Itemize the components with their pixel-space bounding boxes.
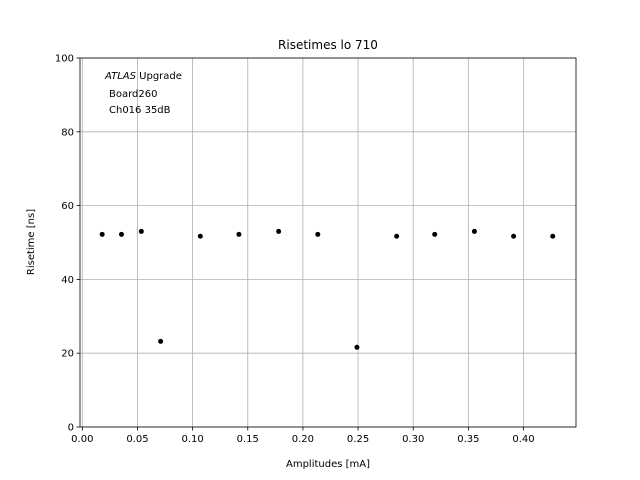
grid <box>80 57 576 428</box>
x-tick-label: 0.30 <box>402 434 424 445</box>
x-tick-label: 0.00 <box>71 434 93 445</box>
data-point <box>99 231 105 237</box>
data-point <box>158 338 164 344</box>
annotation-line-2: Board260 <box>109 89 157 100</box>
y-tick-label: 60 <box>61 201 74 212</box>
axis-ticks: 0.00 0.05 0.10 0.15 0.20 0.25 0.30 0.35 0.40 0 20 4… <box>55 54 535 446</box>
data-point <box>315 231 321 237</box>
data-point <box>511 233 517 239</box>
y-tick-label: 40 <box>61 275 74 286</box>
x-tick-label: 0.40 <box>512 434 534 445</box>
x-tick-label: 0.05 <box>126 434 148 445</box>
y-tick-label: 100 <box>55 54 74 65</box>
chart-title: Risetimes lo 710 <box>278 38 378 52</box>
y-tick-label: 20 <box>61 349 74 360</box>
annotation-atlas: ATLAS <box>104 71 137 82</box>
x-tick-label: 0.15 <box>237 434 259 445</box>
x-axis-label: Amplitudes [mA] <box>286 459 370 470</box>
annotation-line-3: Ch016 35dB <box>109 105 171 116</box>
data-point <box>394 233 400 239</box>
y-tick-label: 0 <box>68 423 74 434</box>
data-point <box>236 231 242 237</box>
annotation-upgrade: Upgrade <box>136 71 182 82</box>
data-point <box>432 231 438 237</box>
data-point <box>276 228 282 234</box>
data-point <box>197 233 203 239</box>
y-axis-label: Risetime [ns] <box>26 209 37 275</box>
x-tick-label: 0.35 <box>457 434 479 445</box>
data-points <box>99 228 556 350</box>
x-tick-label: 0.10 <box>181 434 203 445</box>
data-point <box>138 228 144 234</box>
x-tick-label: 0.20 <box>292 434 314 445</box>
x-tick-label: 0.25 <box>347 434 369 445</box>
annotation: ATLAS Upgrade Board260 Ch016 35dB <box>104 71 182 116</box>
data-point <box>354 344 360 350</box>
y-tick-label: 80 <box>61 127 74 138</box>
plot-frame <box>79 57 577 428</box>
data-point <box>471 228 477 234</box>
data-point <box>550 233 556 239</box>
data-point <box>118 231 124 237</box>
annotation-line-1: ATLAS Upgrade <box>104 71 182 82</box>
